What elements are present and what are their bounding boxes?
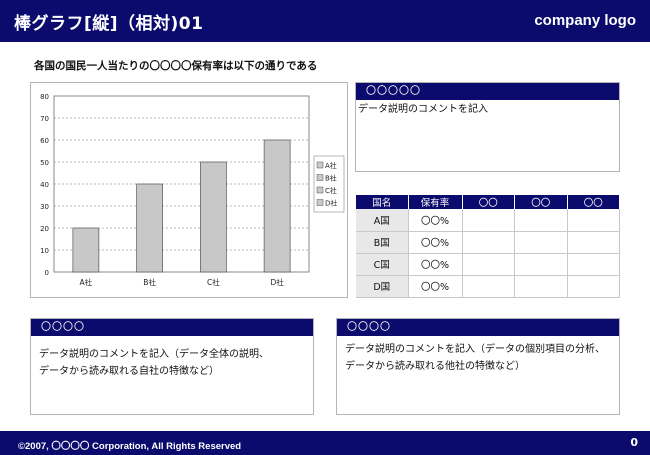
- y-tick-label: 30: [40, 203, 49, 211]
- x-tick-label: C社: [207, 277, 220, 287]
- y-tick-label: 40: [40, 181, 49, 189]
- comment-panel-top-title: 〇〇〇〇〇: [356, 83, 619, 100]
- table-cell: [514, 231, 568, 254]
- slide-title: 棒グラフ[縦]（相対)01: [14, 14, 204, 34]
- table-row-label: D国: [356, 275, 409, 298]
- table-cell: [462, 275, 515, 298]
- page-number: 0: [630, 436, 638, 449]
- legend-swatch: [316, 161, 324, 169]
- company-logo: company logo: [534, 12, 636, 29]
- legend-entry: D社: [325, 199, 337, 208]
- comment-panel-bottom-left: 〇〇〇〇 データ説明のコメントを記入（データ全体の説明、 データから読み取れる自…: [30, 318, 314, 415]
- table-cell-rate: 〇〇%: [408, 253, 463, 276]
- chart-caption: 各国の国民一人当たりの〇〇〇〇保有率は以下の通りである: [34, 60, 318, 72]
- bar: [263, 139, 291, 273]
- table-cell: [514, 275, 568, 298]
- table-header-row: 国名 保有率 〇〇 〇〇 〇〇: [356, 195, 620, 209]
- legend-entry: A社: [325, 161, 337, 170]
- x-tick-label: A社: [80, 277, 93, 287]
- table-cell: [462, 231, 515, 254]
- bar: [136, 183, 163, 273]
- table-row: A国 〇〇%: [356, 209, 620, 232]
- comment-panel-top-text: データ説明のコメントを記入: [358, 104, 488, 115]
- comment-panel-bottom-right-text: データ説明のコメントを記入（データの個別項目の分析、 データから読み取れる他社の…: [345, 341, 605, 375]
- y-tick-label: 80: [40, 93, 49, 101]
- table-row-label: C国: [356, 253, 409, 276]
- y-tick-label: 10: [40, 247, 49, 255]
- table-cell: [567, 253, 620, 276]
- legend-entry: B社: [325, 174, 337, 183]
- legend-swatch: [316, 174, 324, 181]
- table-cell-rate: 〇〇%: [408, 275, 463, 298]
- y-tick-label: 70: [40, 115, 49, 123]
- table-cell: [567, 231, 620, 254]
- y-tick-label: 20: [40, 225, 49, 233]
- table-row-label: B国: [356, 231, 409, 254]
- legend-entry: C社: [325, 186, 337, 195]
- footer-bar: ©2007, 〇〇〇〇 Corporation, All Rights Rese…: [0, 431, 650, 455]
- table-header-cell: 〇〇: [567, 195, 620, 209]
- comment-panel-bottom-right: 〇〇〇〇 データ説明のコメントを記入（データの個別項目の分析、 データから読み取…: [336, 318, 620, 415]
- table-cell-rate: 〇〇%: [408, 231, 463, 254]
- comment-line: データ説明のコメントを記入（データ全体の説明、: [39, 349, 269, 360]
- table-header-cell: 〇〇: [514, 195, 568, 209]
- comment-line: データから読み取れる他社の特徴など）: [345, 361, 525, 372]
- comment-panel-top: 〇〇〇〇〇 データ説明のコメントを記入: [355, 82, 620, 172]
- table-cell: [567, 275, 620, 298]
- table-row: B国 〇〇%: [356, 231, 620, 254]
- comment-panel-bottom-left-text: データ説明のコメントを記入（データ全体の説明、 データから読み取れる自社の特徴な…: [39, 346, 269, 380]
- x-tick-label: D社: [270, 277, 284, 287]
- table-row: C国 〇〇%: [356, 253, 620, 276]
- bar: [200, 161, 227, 273]
- comment-panel-bottom-right-title: 〇〇〇〇: [337, 319, 619, 336]
- header-bar: 棒グラフ[縦]（相対)01 company logo: [0, 0, 650, 42]
- legend-swatch: [316, 199, 324, 206]
- comment-panel-bottom-left-title: 〇〇〇〇: [31, 319, 313, 336]
- table-cell: [462, 209, 515, 232]
- legend-swatch: [316, 186, 324, 194]
- table-cell: [514, 209, 568, 232]
- y-tick-label: 50: [40, 159, 49, 167]
- table-row-label: A国: [356, 209, 409, 232]
- data-table: 国名 保有率 〇〇 〇〇 〇〇 A国 〇〇% B国 〇〇% C国 〇〇% D国 …: [356, 195, 620, 298]
- y-tick-label: 60: [40, 137, 49, 145]
- comment-line: データから読み取れる自社の特徴など）: [39, 366, 219, 377]
- bar: [72, 227, 100, 273]
- bar-chart-svg: 0 10 20 30 40 50 60 70 80 A社 B社 C社 D社 A社 B社 C社 D社: [40, 93, 345, 287]
- table-cell: [514, 253, 568, 276]
- table-header-cell: 保有率: [408, 195, 463, 209]
- bar-chart: 0 10 20 30 40 50 60 70 80 A社 B社 C社 D社 A社 B社 C社 D社: [30, 82, 348, 298]
- x-tick-label: B社: [143, 277, 156, 287]
- table-cell: [567, 209, 620, 232]
- table-row: D国 〇〇%: [356, 275, 620, 298]
- copyright-text: ©2007, 〇〇〇〇 Corporation, All Rights Rese…: [18, 441, 242, 452]
- table-header-cell: 〇〇: [462, 195, 515, 209]
- comment-line: データ説明のコメントを記入（データの個別項目の分析、: [345, 344, 605, 355]
- table-header-cell: 国名: [356, 195, 409, 209]
- table-cell-rate: 〇〇%: [408, 209, 463, 232]
- table-cell: [462, 253, 515, 276]
- y-tick-label: 0: [45, 269, 49, 277]
